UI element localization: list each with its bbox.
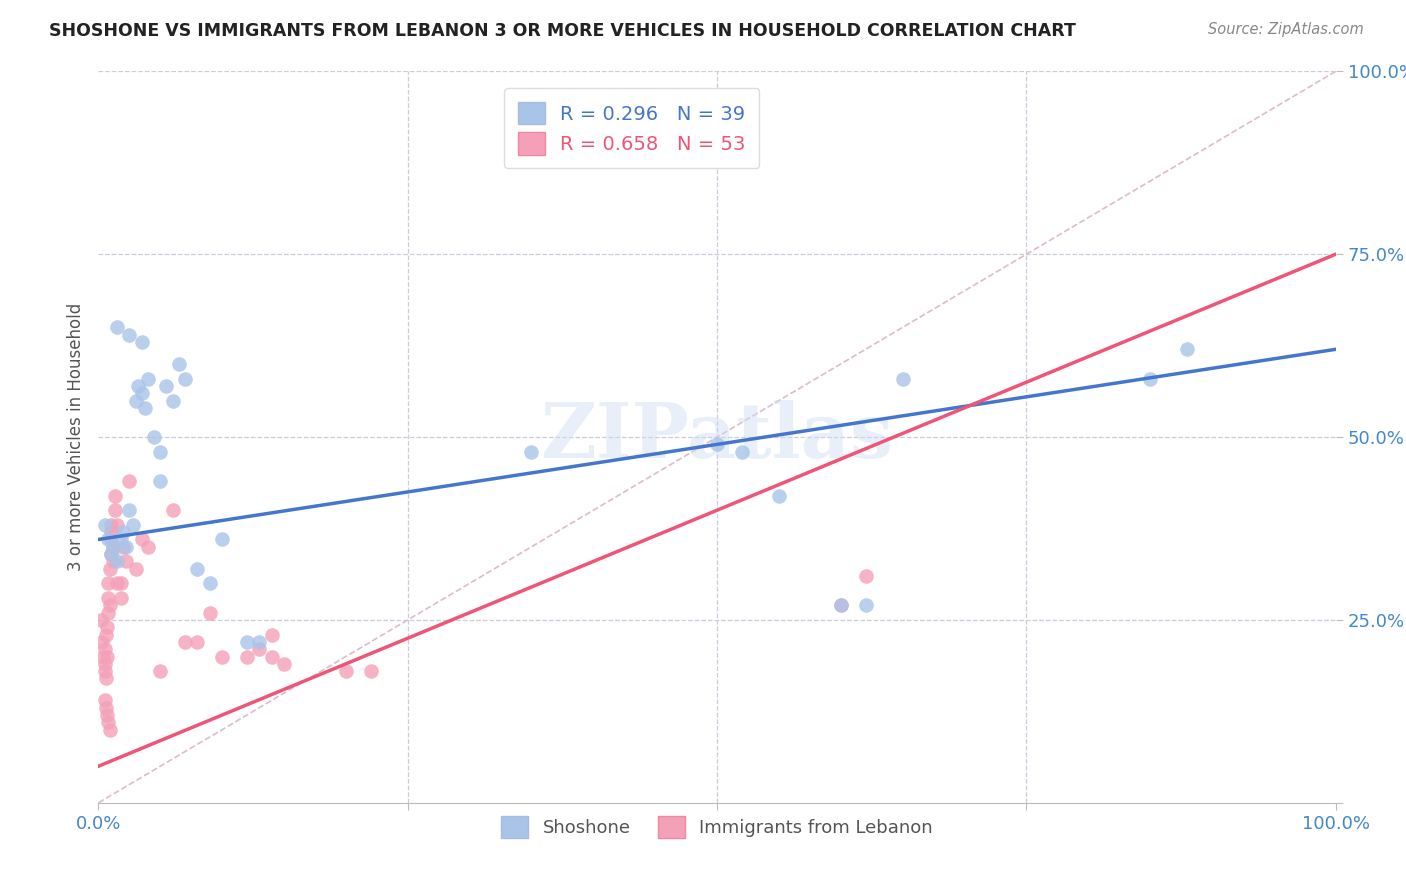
- Point: [90, 613, 112, 627]
- Point: [91, 635, 114, 649]
- Point: [100, 517, 122, 532]
- Point: [136, 540, 159, 554]
- Point: [96, 708, 118, 723]
- Point: [110, 576, 132, 591]
- Point: [93, 657, 115, 671]
- Point: [100, 547, 122, 561]
- Point: [260, 649, 283, 664]
- Point: [105, 576, 128, 591]
- Point: [105, 517, 128, 532]
- Point: [335, 664, 357, 678]
- Point: [98, 599, 121, 613]
- Point: [162, 503, 184, 517]
- Point: [98, 562, 121, 576]
- Point: [103, 503, 125, 517]
- Point: [186, 562, 208, 576]
- Point: [273, 657, 295, 671]
- Point: [131, 533, 153, 547]
- Point: [103, 540, 125, 554]
- Point: [1175, 343, 1198, 357]
- Point: [114, 554, 136, 568]
- Point: [520, 444, 543, 458]
- Point: [124, 562, 146, 576]
- Point: [112, 525, 135, 540]
- Point: [100, 525, 122, 540]
- Point: [162, 393, 184, 408]
- Point: [855, 599, 877, 613]
- Point: [110, 591, 132, 605]
- Point: [122, 517, 145, 532]
- Point: [236, 649, 259, 664]
- Point: [247, 635, 270, 649]
- Point: [174, 635, 197, 649]
- Point: [97, 606, 120, 620]
- Point: [118, 327, 141, 342]
- Point: [112, 540, 135, 554]
- Point: [830, 599, 852, 613]
- Point: [155, 379, 177, 393]
- Point: [768, 489, 790, 503]
- Point: [118, 503, 141, 517]
- Text: Source: ZipAtlas.com: Source: ZipAtlas.com: [1208, 22, 1364, 37]
- Point: [731, 444, 754, 458]
- Point: [118, 474, 141, 488]
- Point: [186, 635, 208, 649]
- Point: [103, 540, 125, 554]
- Point: [94, 672, 117, 686]
- Point: [93, 693, 115, 707]
- Point: [143, 430, 166, 444]
- Point: [891, 371, 914, 385]
- Text: SHOSHONE VS IMMIGRANTS FROM LEBANON 3 OR MORE VEHICLES IN HOUSEHOLD CORRELATION : SHOSHONE VS IMMIGRANTS FROM LEBANON 3 OR…: [49, 22, 1076, 40]
- Point: [93, 649, 115, 664]
- Legend: Shoshone, Immigrants from Lebanon: Shoshone, Immigrants from Lebanon: [494, 808, 941, 845]
- Point: [149, 474, 172, 488]
- Point: [96, 620, 118, 634]
- Point: [96, 649, 118, 664]
- Point: [97, 576, 120, 591]
- Point: [149, 444, 172, 458]
- Point: [131, 334, 153, 349]
- Point: [211, 649, 233, 664]
- Point: [830, 599, 852, 613]
- Point: [94, 700, 117, 714]
- Point: [136, 371, 159, 385]
- Point: [127, 379, 149, 393]
- Point: [103, 554, 125, 568]
- Point: [149, 664, 172, 678]
- Point: [1139, 371, 1161, 385]
- Point: [360, 664, 382, 678]
- Point: [93, 664, 115, 678]
- Point: [174, 371, 197, 385]
- Point: [103, 489, 125, 503]
- Point: [105, 554, 128, 568]
- Point: [131, 386, 153, 401]
- Point: [247, 642, 270, 657]
- Point: [97, 533, 120, 547]
- Point: [105, 320, 128, 334]
- Point: [198, 576, 221, 591]
- Text: ZIPatlas: ZIPatlas: [540, 401, 894, 474]
- Point: [94, 627, 117, 641]
- Point: [100, 547, 122, 561]
- Point: [98, 723, 121, 737]
- Point: [706, 437, 728, 451]
- Point: [114, 540, 136, 554]
- Point: [100, 533, 122, 547]
- Point: [211, 533, 233, 547]
- Point: [134, 401, 156, 415]
- Point: [236, 635, 259, 649]
- Point: [97, 715, 120, 730]
- Point: [198, 606, 221, 620]
- Point: [110, 533, 132, 547]
- Point: [260, 627, 283, 641]
- Point: [93, 517, 115, 532]
- Y-axis label: 3 or more Vehicles in Household: 3 or more Vehicles in Household: [66, 303, 84, 571]
- Point: [93, 642, 115, 657]
- Point: [97, 591, 120, 605]
- Point: [167, 357, 190, 371]
- Point: [855, 569, 877, 583]
- Point: [124, 393, 146, 408]
